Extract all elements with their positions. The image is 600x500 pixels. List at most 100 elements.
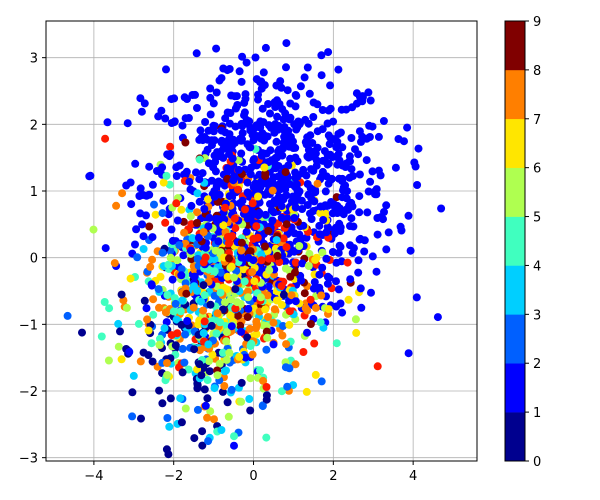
scatter-point	[198, 441, 207, 450]
scatter-point	[199, 306, 208, 315]
scatter-point	[244, 293, 253, 302]
scatter-point	[218, 348, 227, 357]
scatter-point	[196, 126, 205, 135]
scatter-point	[140, 99, 149, 108]
scatter-point	[144, 326, 153, 335]
scatter-point	[246, 143, 255, 152]
scatter-point	[198, 427, 207, 436]
scatter-point	[273, 296, 281, 305]
scatter-point	[333, 137, 342, 146]
scatter-point	[332, 258, 341, 267]
colorbar-segment	[505, 265, 525, 315]
scatter-point	[323, 272, 332, 281]
scatter-point	[110, 259, 119, 268]
scatter-point	[145, 162, 154, 171]
scatter-point	[223, 272, 232, 281]
scatter-point	[347, 134, 356, 142]
scatter-point	[203, 376, 212, 384]
scatter-point	[303, 63, 312, 72]
scatter-point	[193, 254, 202, 263]
scatter-point	[155, 386, 164, 395]
scatter-point	[306, 209, 314, 218]
scatter-point	[252, 330, 261, 339]
scatter-point	[289, 137, 297, 146]
scatter-point	[167, 331, 176, 340]
scatter-point	[245, 324, 254, 333]
scatter-point	[188, 234, 197, 243]
scatter-point	[205, 213, 214, 222]
scatter-point	[125, 348, 134, 356]
scatter-point	[248, 126, 257, 135]
scatter-point	[158, 209, 167, 218]
scatter-point	[311, 255, 320, 264]
scatter-point	[265, 254, 273, 263]
scatter-point	[374, 132, 383, 141]
colorbar-segment	[505, 216, 525, 266]
scatter-point	[384, 228, 393, 237]
scatter-point	[178, 344, 187, 353]
scatter-point	[184, 365, 193, 374]
scatter-point	[281, 257, 290, 266]
scatter-point	[201, 243, 210, 252]
colorbar-segment	[505, 314, 525, 364]
scatter-point	[303, 201, 312, 209]
y-tick-label: −1	[19, 318, 38, 333]
colorbar-tick-label: 4	[533, 259, 541, 274]
scatter-point	[182, 289, 191, 298]
scatter-point	[313, 143, 322, 152]
scatter-point	[189, 303, 198, 312]
scatter-point	[318, 106, 327, 114]
scatter-point	[228, 232, 237, 241]
scatter-point	[268, 216, 277, 225]
scatter-point	[279, 115, 288, 124]
scatter-point	[219, 144, 228, 153]
scatter-point	[382, 201, 391, 210]
scatter-point	[112, 201, 121, 210]
scatter-point	[239, 265, 248, 274]
scatter-point	[237, 119, 246, 128]
scatter-point	[222, 355, 231, 364]
scatter-point	[210, 267, 219, 276]
scatter-point	[261, 210, 270, 219]
scatter-point	[335, 241, 344, 250]
scatter-point	[346, 241, 354, 250]
scatter-point	[193, 104, 201, 112]
scatter-point	[123, 119, 132, 128]
scatter-point	[255, 208, 264, 217]
scatter-point	[261, 43, 270, 52]
scatter-point	[139, 245, 148, 253]
scatter-point	[183, 95, 191, 103]
scatter-point	[321, 187, 330, 196]
scatter-point	[297, 196, 306, 205]
scatter-point	[227, 322, 236, 331]
scatter-point	[281, 168, 290, 177]
scatter-point	[225, 119, 234, 128]
scatter-point	[176, 394, 185, 403]
scatter-point	[264, 100, 273, 108]
scatter-point	[338, 161, 347, 170]
scatter-point	[86, 171, 95, 180]
scatter-point	[324, 179, 333, 188]
scatter-point	[248, 199, 257, 208]
scatter-point	[63, 311, 72, 320]
scatter-point	[254, 192, 262, 201]
scatter-point	[143, 315, 152, 324]
scatter-point	[148, 255, 157, 264]
scatter-point	[114, 342, 123, 351]
scatter-point	[364, 88, 373, 97]
scatter-point	[305, 89, 314, 98]
scatter-point	[148, 357, 157, 366]
scatter-point	[131, 159, 140, 168]
scatter-point	[306, 295, 315, 304]
scatter-point	[157, 106, 166, 115]
scatter-point	[262, 383, 271, 391]
scatter-point	[166, 394, 175, 403]
scatter-point	[170, 94, 179, 103]
scatter-point	[261, 172, 270, 181]
scatter-point	[317, 291, 326, 300]
scatter-point	[291, 297, 300, 306]
y-tick-label: 1	[30, 185, 38, 200]
scatter-point	[161, 218, 170, 227]
scatter-point	[211, 246, 220, 255]
scatter-point	[204, 340, 213, 349]
